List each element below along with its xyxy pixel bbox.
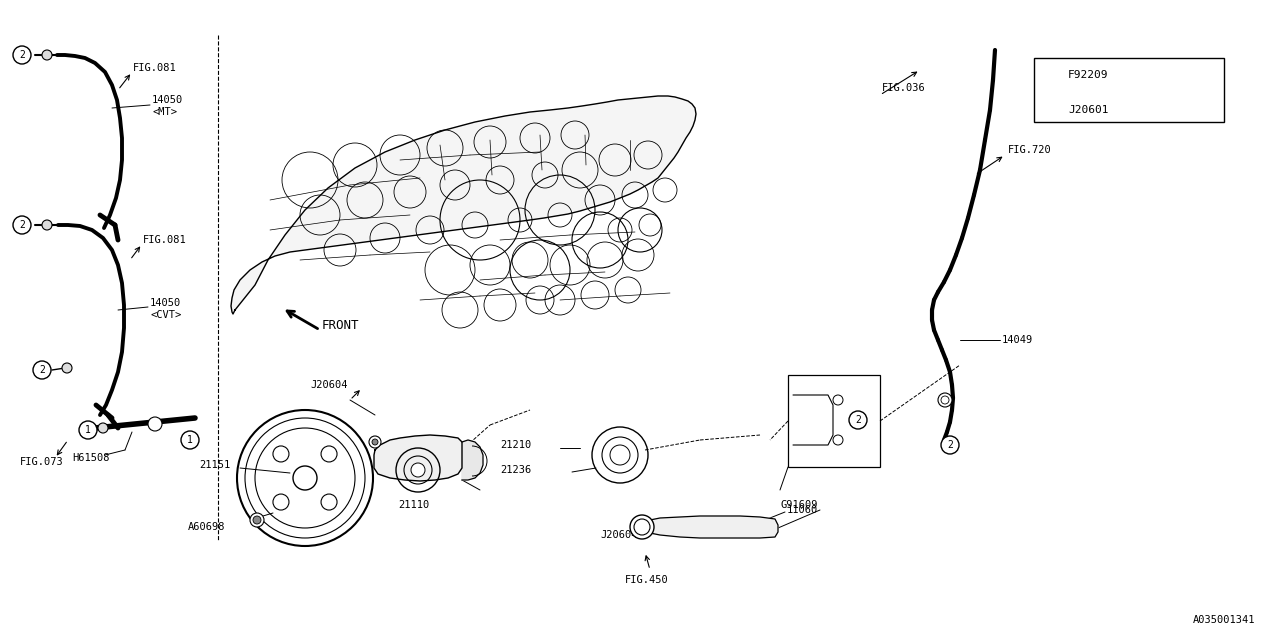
Text: 11060: 11060 [787, 505, 818, 515]
Text: FIG.081: FIG.081 [133, 63, 177, 73]
Text: 1: 1 [187, 435, 193, 445]
Circle shape [849, 411, 867, 429]
Text: G91609: G91609 [780, 500, 818, 510]
Text: 21151: 21151 [198, 460, 230, 470]
Text: 2: 2 [947, 440, 952, 450]
Text: 21210: 21210 [500, 440, 531, 450]
Text: 21110: 21110 [398, 500, 429, 510]
Text: 2: 2 [40, 365, 45, 375]
Circle shape [1043, 100, 1061, 118]
Text: 1: 1 [84, 425, 91, 435]
Text: FIG.720: FIG.720 [1009, 145, 1052, 155]
Circle shape [42, 220, 52, 230]
Polygon shape [648, 516, 778, 538]
Circle shape [631, 523, 645, 537]
Text: 21236: 21236 [500, 465, 531, 475]
Bar [788, 375, 881, 467]
Polygon shape [230, 96, 696, 314]
Circle shape [938, 393, 952, 407]
Circle shape [13, 46, 31, 64]
Text: 2: 2 [19, 220, 24, 230]
Circle shape [411, 463, 425, 477]
Polygon shape [462, 440, 483, 480]
Text: J20604: J20604 [310, 380, 347, 390]
Text: FIG.036: FIG.036 [882, 83, 925, 93]
Circle shape [250, 513, 264, 527]
Polygon shape [374, 435, 462, 481]
Text: 2: 2 [19, 50, 24, 60]
Text: J20601: J20601 [1069, 104, 1108, 115]
Circle shape [941, 436, 959, 454]
Text: FIG.450: FIG.450 [625, 575, 668, 585]
Circle shape [180, 431, 198, 449]
Text: 2: 2 [855, 415, 861, 425]
Text: 14050: 14050 [152, 95, 183, 105]
Text: A60698: A60698 [187, 522, 225, 532]
Circle shape [99, 423, 108, 433]
Text: H61508: H61508 [72, 453, 110, 463]
Circle shape [372, 439, 378, 445]
Circle shape [1043, 66, 1061, 84]
Circle shape [148, 417, 163, 431]
Circle shape [253, 516, 261, 524]
Text: FRONT: FRONT [323, 319, 360, 332]
Circle shape [61, 363, 72, 373]
Text: FIG.081: FIG.081 [143, 235, 187, 245]
Text: A035001341: A035001341 [1193, 615, 1254, 625]
Text: 1: 1 [1050, 70, 1055, 79]
Circle shape [33, 361, 51, 379]
Circle shape [630, 515, 654, 539]
Bar [1034, 58, 1224, 122]
Text: 14049: 14049 [1002, 335, 1033, 345]
Circle shape [369, 436, 381, 448]
Circle shape [42, 50, 52, 60]
Text: FIG.073: FIG.073 [20, 457, 64, 467]
Circle shape [79, 421, 97, 439]
Text: F92209: F92209 [1069, 70, 1108, 79]
Text: <MT>: <MT> [152, 107, 177, 117]
Text: 14050: 14050 [150, 298, 182, 308]
Circle shape [13, 216, 31, 234]
Text: J20604: J20604 [600, 530, 637, 540]
Text: 2: 2 [1050, 104, 1055, 115]
Text: <CVT>: <CVT> [150, 310, 182, 320]
